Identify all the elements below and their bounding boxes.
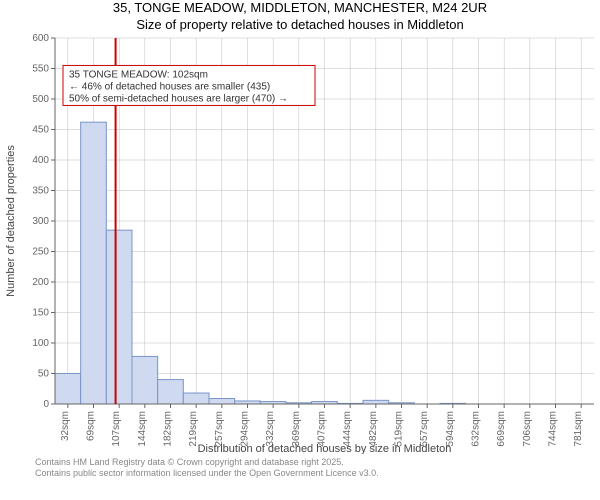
- svg-text:669sqm: 669sqm: [496, 411, 507, 447]
- svg-text:257sqm: 257sqm: [214, 411, 225, 447]
- svg-text:182sqm: 182sqm: [163, 411, 174, 447]
- svg-text:0: 0: [43, 399, 49, 410]
- svg-text:150: 150: [32, 307, 49, 318]
- svg-text:107sqm: 107sqm: [111, 411, 122, 447]
- svg-text:482sqm: 482sqm: [368, 411, 379, 447]
- bar: [158, 379, 184, 403]
- svg-text:32sqm: 32sqm: [60, 411, 71, 441]
- bar: [209, 398, 235, 403]
- svg-text:500: 500: [32, 94, 49, 105]
- chart-title-line2: Size of property relative to detached ho…: [0, 17, 600, 34]
- svg-text:200: 200: [32, 277, 49, 288]
- chart-container: 35, TONGE MEADOW, MIDDLETON, MANCHESTER,…: [0, 0, 600, 500]
- bar: [81, 122, 107, 404]
- svg-text:519sqm: 519sqm: [394, 411, 405, 447]
- svg-text:100: 100: [32, 338, 49, 349]
- footer-line1: Contains HM Land Registry data © Crown c…: [35, 457, 600, 468]
- svg-text:407sqm: 407sqm: [317, 411, 328, 447]
- svg-text:400: 400: [32, 155, 49, 166]
- svg-text:294sqm: 294sqm: [240, 411, 251, 447]
- callout-line2: ← 46% of detached houses are smaller (43…: [69, 81, 270, 92]
- bar: [132, 356, 158, 404]
- bar: [55, 373, 81, 404]
- svg-text:444sqm: 444sqm: [342, 411, 353, 447]
- svg-text:50: 50: [38, 368, 50, 379]
- svg-text:332sqm: 332sqm: [265, 411, 276, 447]
- chart-title-line1: 35, TONGE MEADOW, MIDDLETON, MANCHESTER,…: [0, 0, 600, 17]
- svg-text:144sqm: 144sqm: [137, 411, 148, 447]
- bar: [106, 230, 132, 404]
- callout-line3: 50% of semi-detached houses are larger (…: [69, 93, 288, 104]
- svg-text:219sqm: 219sqm: [188, 411, 199, 447]
- svg-text:69sqm: 69sqm: [86, 411, 97, 441]
- svg-text:450: 450: [32, 124, 49, 135]
- y-axis-label: Number of detached properties: [5, 144, 17, 296]
- x-axis-label: Distribution of detached houses by size …: [198, 443, 452, 454]
- svg-text:369sqm: 369sqm: [291, 411, 302, 447]
- svg-text:250: 250: [32, 246, 49, 257]
- svg-text:550: 550: [32, 63, 49, 74]
- svg-text:632sqm: 632sqm: [471, 411, 482, 447]
- footer-line2: Contains public sector information licen…: [35, 468, 600, 479]
- bar: [363, 400, 389, 404]
- svg-text:300: 300: [32, 216, 49, 227]
- bar-chart: 0 50 100 150 200 250 300 350 400 450 500 550 600 32sq…: [0, 34, 600, 454]
- svg-text:744sqm: 744sqm: [548, 411, 559, 447]
- svg-text:781sqm: 781sqm: [573, 411, 584, 447]
- callout-line1: 35 TONGE MEADOW: 102sqm: [69, 69, 208, 80]
- svg-text:557sqm: 557sqm: [419, 411, 430, 447]
- footer-note: Contains HM Land Registry data © Crown c…: [0, 454, 600, 480]
- svg-text:594sqm: 594sqm: [445, 411, 456, 447]
- svg-text:350: 350: [32, 185, 49, 196]
- bar: [183, 393, 209, 404]
- svg-text:706sqm: 706sqm: [522, 411, 533, 447]
- svg-text:600: 600: [32, 34, 49, 44]
